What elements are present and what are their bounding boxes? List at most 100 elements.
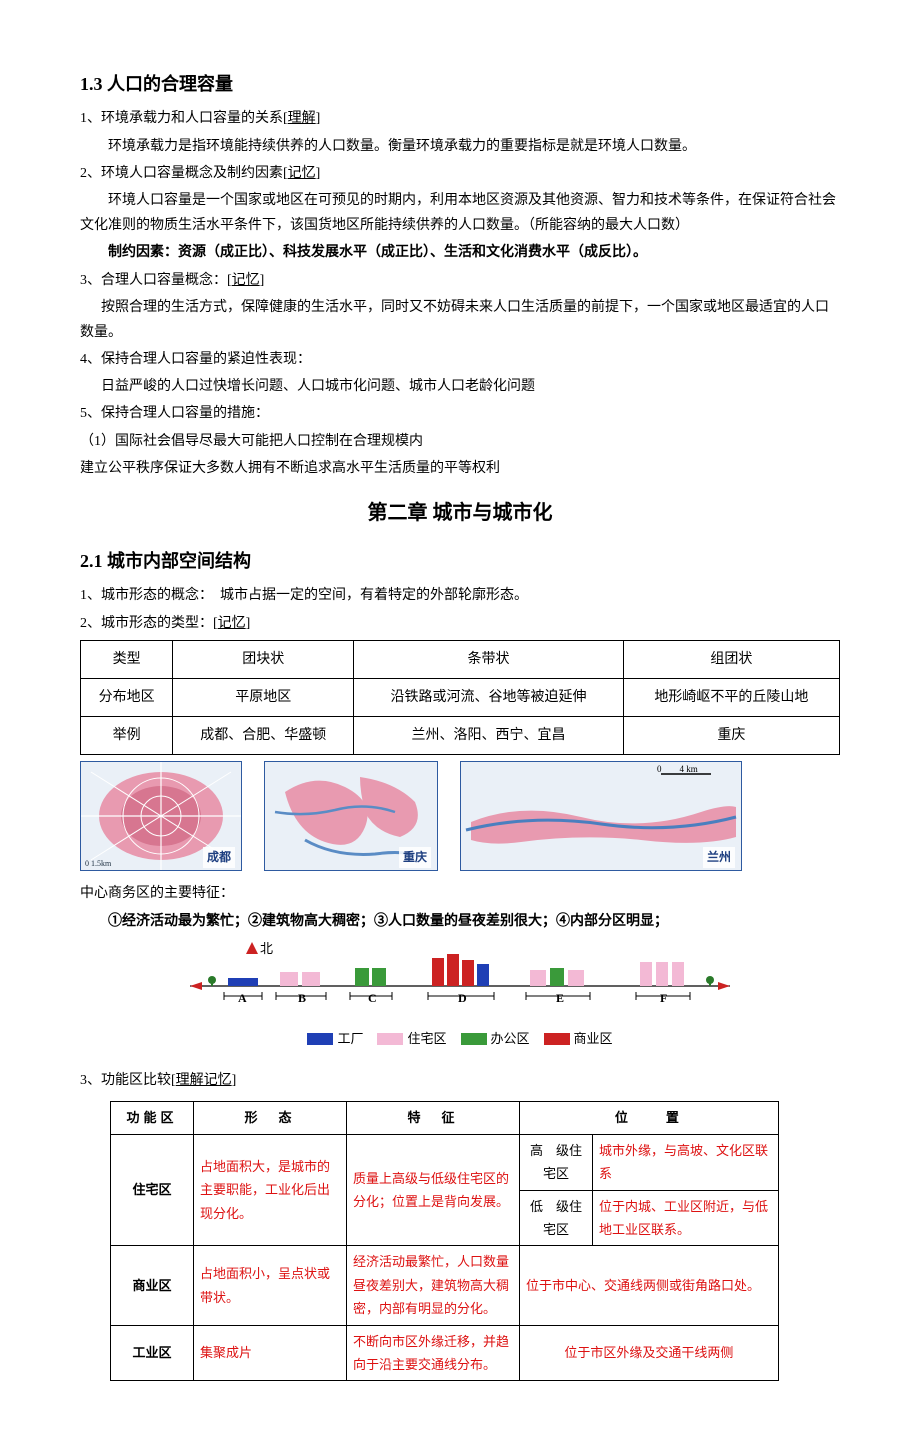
com-feature: 经济活动最繁忙，人口数量昼夜差别大，建筑物高大稠密，内部有明显的分化。 [347,1246,520,1325]
function-compare-table: 功能区 形 态 特 征 位 置 住宅区 占地面积大，是城市的主要职能，工业化后出… [110,1101,779,1381]
zone-B: B [298,991,306,1005]
th-tuankuai: 团块状 [173,640,354,678]
table-row: 类型 团块状 条带状 组团状 [81,640,840,678]
s21-p2-label: 2、城市形态的类型：[ [80,616,218,631]
swatch-icon [307,1033,333,1045]
section-2-1-title: 2.1 城市内部空间结构 [80,545,840,577]
th-form: 形 态 [194,1102,347,1134]
cell: 成都、合肥、华盛顿 [173,717,354,755]
map-chengdu: 0 1.5km 成都 [80,761,242,871]
th-type: 类型 [81,640,173,678]
res-high-label: 高 级住宅区 [520,1134,593,1190]
s21-p3-line: 3、功能区比较[理解记忆] [80,1068,840,1093]
item-1-line: 1、环境承载力和人口容量的关系[理解] [80,106,840,131]
th-func: 功能区 [111,1102,194,1134]
tag-memory-3: 记忆 [218,616,246,631]
chapter-2-title: 第二章 城市与城市化 [80,495,840,531]
item-3-end: ] [260,273,265,288]
res-form: 占地面积大，是城市的主要职能，工业化后出现分化。 [194,1134,347,1246]
com-name: 商业区 [111,1246,194,1325]
map-label-chengdu: 成都 [203,847,235,869]
cbd-label: 中心商务区的主要特征： [80,881,840,906]
item-2-end: ] [316,166,321,181]
zone-F: F [660,991,667,1005]
item-3-line: 3、合理人口容量概念：[记忆] [80,268,840,293]
res-name: 住宅区 [111,1134,194,1246]
th-feature: 特 征 [347,1102,520,1134]
tag-memory-2: 记忆 [232,273,260,288]
ind-feature: 不断向市区外缘迁移，并趋向于沿主要交通线分布。 [347,1325,520,1381]
legend-label: 办公区 [491,1027,530,1050]
item-1-label: 1、环境承载力和人口容量的关系[ [80,111,288,126]
table-row: 功能区 形 态 特 征 位 置 [111,1102,779,1134]
th-tiaodai: 条带状 [354,640,623,678]
s21-p2-end: ] [246,616,251,631]
ind-pos: 位于市区外缘及交通干线两侧 [520,1325,779,1381]
cell: 分布地区 [81,678,173,716]
res-high-pos: 城市外缘，与高坡、文化区联系 [593,1134,779,1190]
item-1-end: ] [316,111,321,126]
item-1-body: 环境承载力是指环境能持续供养的人口数量。衡量环境承载力的重要指标是就是环境人口数… [80,134,840,159]
item-2-bold: 制约因素：资源（成正比）、科技发展水平（成正比）、生活和文化消费水平（成反比）。 [80,240,840,265]
cell: 平原地区 [173,678,354,716]
s21-p3-end: ] [232,1073,237,1088]
zone-A: A [238,991,247,1005]
swatch-icon [461,1033,487,1045]
tag-memory-1: 记忆 [288,166,316,181]
res-feature: 质量上高级与低级住宅区的分化；位置上是背向发展。 [347,1134,520,1246]
res-low-label: 低 级住宅区 [520,1190,593,1246]
item-4-label: 4、保持合理人口容量的紧迫性表现： [80,347,840,372]
legend-label: 工厂 [337,1027,363,1050]
legend-item: 工厂 [307,1027,363,1050]
north-label: 北 [260,941,273,956]
cell: 沿铁路或河流、谷地等被迫延伸 [354,678,623,716]
zone-diagram-svg: 北 A B C D [180,940,740,1014]
legend-item: 商业区 [544,1027,613,1050]
map-chongqing: 重庆 [264,761,438,871]
zone-C: C [368,991,377,1005]
scale-text-lz: 0 4 km [657,764,698,774]
table-row: 举例 成都、合肥、华盛顿 兰州、洛阳、西宁、宜昌 重庆 [81,717,840,755]
zone-D: D [458,991,467,1005]
item-5-label: 5、保持合理人口容量的措施： [80,401,840,426]
ind-name: 工业区 [111,1325,194,1381]
cbd-body: ①经济活动最为繁忙；②建筑物高大稠密；③人口数量的昼夜差别很大；④内部分区明显； [80,909,840,934]
zone-E: E [556,991,564,1005]
com-form: 占地面积小，呈点状或带状。 [194,1246,347,1325]
ind-form: 集聚成片 [194,1325,347,1381]
tag-understand-memory: 理解记忆 [176,1073,232,1088]
th-position: 位 置 [520,1102,779,1134]
map-label-lanzhou: 兰州 [703,847,735,869]
scale-text: 0 1.5km [85,859,112,868]
table-row: 分布地区 平原地区 沿铁路或河流、谷地等被迫延伸 地形崎岖不平的丘陵山地 [81,678,840,716]
tag-understand: 理解 [288,111,316,126]
table-row: 工业区 集聚成片 不断向市区外缘迁移，并趋向于沿主要交通线分布。 位于市区外缘及… [111,1325,779,1381]
item-3-body: 按照合理的生活方式，保障健康的生活水平，同时又不妨碍未来人口生活质量的前提下，一… [80,295,840,345]
th-zutuan: 组团状 [623,640,839,678]
s21-p3-label: 3、功能区比较[ [80,1073,176,1088]
item-2-body1: 环境人口容量是一个国家或地区在可预见的时期内，利用本地区资源及其他资源、智力和技… [80,188,840,238]
legend-item: 住宅区 [377,1027,446,1050]
s21-p2-line: 2、城市形态的类型：[记忆] [80,611,840,636]
item-2-line: 2、环境人口容量概念及制约因素[记忆] [80,161,840,186]
map-label-chongqing: 重庆 [399,847,431,869]
zone-diagram: 北 A B C D [180,940,740,1051]
map-lanzhou-svg: 0 4 km [461,762,741,870]
com-pos: 位于市中心、交通线两侧或街角路口处。 [520,1246,779,1325]
cell: 兰州、洛阳、西宁、宜昌 [354,717,623,755]
table-row: 商业区 占地面积小，呈点状或带状。 经济活动最繁忙，人口数量昼夜差别大，建筑物高… [111,1246,779,1325]
item-4-body: 日益严峻的人口过快增长问题、人口城市化问题、城市人口老龄化问题 [80,374,840,399]
map-lanzhou: 0 4 km 兰州 [460,761,742,871]
swatch-icon [377,1033,403,1045]
city-form-table: 类型 团块状 条带状 组团状 分布地区 平原地区 沿铁路或河流、谷地等被迫延伸 … [80,640,840,756]
item-5-body2: 建立公平秩序保证大多数人拥有不断追求高水平生活质量的平等权利 [80,456,840,481]
s21-p1: 1、城市形态的概念： 城市占据一定的空间，有着特定的外部轮廓形态。 [80,583,840,608]
cell: 地形崎岖不平的丘陵山地 [623,678,839,716]
legend-label: 商业区 [574,1027,613,1050]
item-5-body1: （1）国际社会倡导尽最大可能把人口控制在合理规模内 [80,429,840,454]
cell: 重庆 [623,717,839,755]
res-low-pos: 位于内城、工业区附近，与低地工业区联系。 [593,1190,779,1246]
table-row: 住宅区 占地面积大，是城市的主要职能，工业化后出现分化。 质量上高级与低级住宅区… [111,1134,779,1190]
item-2-label: 2、环境人口容量概念及制约因素[ [80,166,288,181]
section-1-3-title: 1.3 人口的合理容量 [80,68,840,100]
